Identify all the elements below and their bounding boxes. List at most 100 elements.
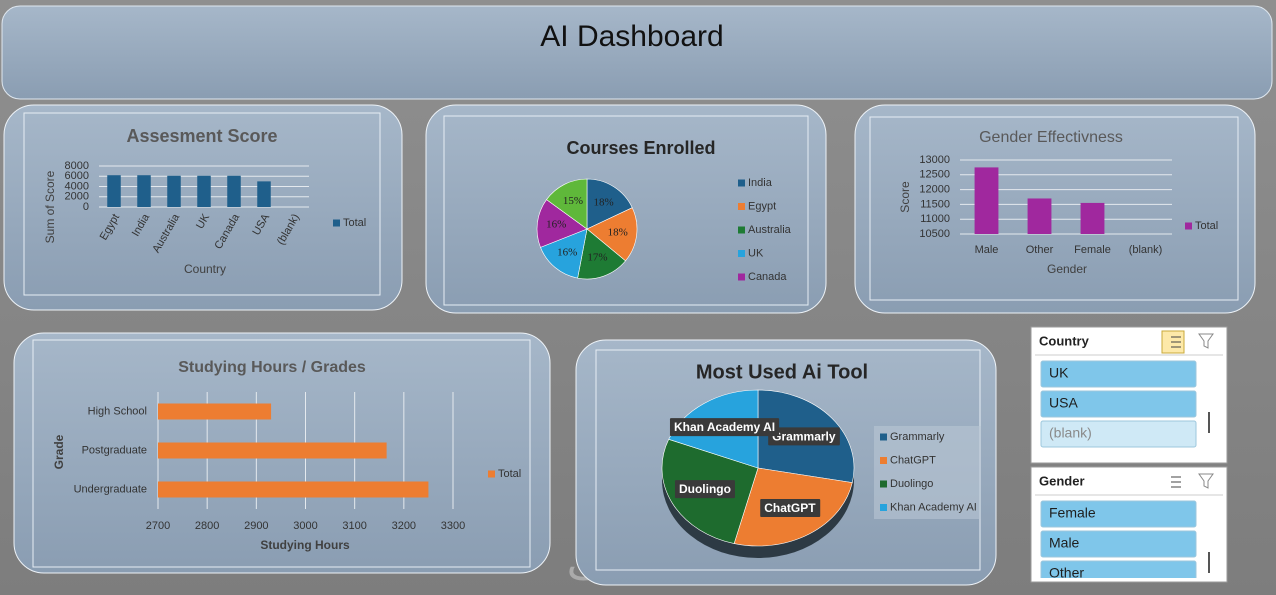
legend-swatch xyxy=(880,504,887,511)
legend-label: Total xyxy=(343,217,366,229)
data-label: 15% xyxy=(563,195,583,207)
data-label-group: Grammarly xyxy=(768,427,840,446)
clear-filter-button[interactable] xyxy=(1198,333,1214,349)
data-label: Khan Academy AI xyxy=(674,420,775,434)
y-axis-label: Grade xyxy=(52,434,66,469)
slicer-item[interactable] xyxy=(1040,530,1197,558)
legend-label: Duolingo xyxy=(890,478,933,490)
slicer-item[interactable] xyxy=(1040,420,1197,448)
y-tick-label: 13000 xyxy=(919,154,950,166)
slicer-item[interactable] xyxy=(1040,560,1197,587)
slicer-title: Gender xyxy=(1039,473,1085,488)
data-label: 18% xyxy=(608,226,628,238)
x-tick-label: Female xyxy=(1074,244,1111,256)
pie-slice xyxy=(546,178,588,230)
data-label: 17% xyxy=(587,252,607,264)
legend-label: Canada xyxy=(748,271,787,283)
clear-filter-button[interactable] xyxy=(1198,473,1214,489)
slicer-item-label[interactable]: USA xyxy=(1049,395,1078,411)
slicer-item-label[interactable]: Other xyxy=(1049,565,1084,581)
y-tick-label: Postgraduate xyxy=(82,444,147,456)
data-label: 16% xyxy=(546,219,566,231)
slicer-item[interactable] xyxy=(1040,360,1197,388)
pie-slice xyxy=(577,228,626,280)
legend-label: India xyxy=(748,177,773,189)
slicer-item-label[interactable]: (blank) xyxy=(1049,425,1092,441)
bar xyxy=(167,175,181,207)
slicer-item-label[interactable]: Male xyxy=(1049,535,1080,551)
chart-frame xyxy=(23,112,381,296)
pie-slice xyxy=(586,178,633,230)
data-label-box xyxy=(674,480,735,499)
bar xyxy=(137,175,151,207)
y-tick-label: 6000 xyxy=(65,170,89,182)
y-tick-label: 12500 xyxy=(919,169,950,181)
y-tick-label: 12000 xyxy=(919,184,950,196)
x-tick-label: (blank) xyxy=(1129,244,1163,256)
legend-swatch xyxy=(738,250,745,257)
legend-swatch xyxy=(880,480,887,488)
pie-slice xyxy=(586,207,638,262)
data-label-box xyxy=(760,499,821,518)
x-tick-label: 3200 xyxy=(392,520,416,532)
x-axis-label: Studying Hours xyxy=(260,538,350,552)
slicer-items: Female Male Other xyxy=(1040,500,1197,587)
legend-label: Total xyxy=(498,468,521,480)
data-label: Grammarly xyxy=(772,429,836,443)
data-label-box xyxy=(669,418,780,437)
chart-title: Most Used Ai Tool xyxy=(696,361,868,383)
data-label-box xyxy=(768,427,840,446)
chart-frame xyxy=(32,339,531,568)
x-tick-label: 2700 xyxy=(146,520,170,532)
legend-swatch xyxy=(333,219,340,227)
legend-label: Total xyxy=(1195,220,1218,232)
y-tick-label: 10500 xyxy=(919,228,950,240)
bar xyxy=(227,175,241,207)
x-tick-label: Other xyxy=(1026,244,1054,256)
slicer-title: Country xyxy=(1039,333,1090,348)
x-tick-label: Male xyxy=(975,244,999,256)
legend-swatch xyxy=(1185,222,1192,230)
legend-swatch xyxy=(738,179,745,187)
bar xyxy=(974,167,999,234)
legend-swatch xyxy=(738,273,745,281)
chart-title: Studying Hours / Grades xyxy=(178,359,366,376)
pie-slice xyxy=(540,228,588,279)
slicer-item-label[interactable]: Female xyxy=(1049,505,1096,521)
data-label: Duolingo xyxy=(679,482,731,496)
y-tick-label: 4000 xyxy=(65,180,89,192)
pie-slice xyxy=(536,199,588,248)
chart-panel xyxy=(854,104,1256,314)
slicer-item-label[interactable]: UK xyxy=(1049,365,1069,381)
x-tick-label: 2900 xyxy=(244,520,268,532)
bar xyxy=(158,481,429,498)
legend-label: Khan Academy AI xyxy=(890,501,977,513)
y-axis-label: Score xyxy=(898,181,912,213)
bar xyxy=(1080,202,1105,234)
data-label: 16% xyxy=(557,246,577,258)
slicer-item[interactable] xyxy=(1040,390,1197,418)
legend-label: Grammarly xyxy=(890,431,945,443)
legend-label: Egypt xyxy=(748,200,776,212)
y-tick-label: Undergraduate xyxy=(74,483,147,495)
y-tick-label: 11000 xyxy=(920,213,950,225)
x-tick-label: 3000 xyxy=(293,520,317,532)
slicer-item[interactable] xyxy=(1040,500,1197,528)
bar xyxy=(158,442,387,459)
bar xyxy=(158,403,272,420)
chart-title: Gender Effectivness xyxy=(979,129,1123,146)
bar xyxy=(257,181,271,207)
legend-box xyxy=(874,426,981,519)
x-tick-label: 2800 xyxy=(195,520,219,532)
bar xyxy=(107,175,121,207)
legend-swatch xyxy=(488,470,495,478)
chart-frame xyxy=(443,115,809,306)
y-tick-label: 0 xyxy=(83,201,89,213)
x-tick-label: 3100 xyxy=(342,520,366,532)
legend-swatch xyxy=(738,203,745,210)
legend-label: ChatGPT xyxy=(890,454,936,466)
y-axis-label: Sum of Score xyxy=(43,170,57,243)
y-tick-label: 11500 xyxy=(920,198,950,210)
bar xyxy=(1027,198,1052,234)
